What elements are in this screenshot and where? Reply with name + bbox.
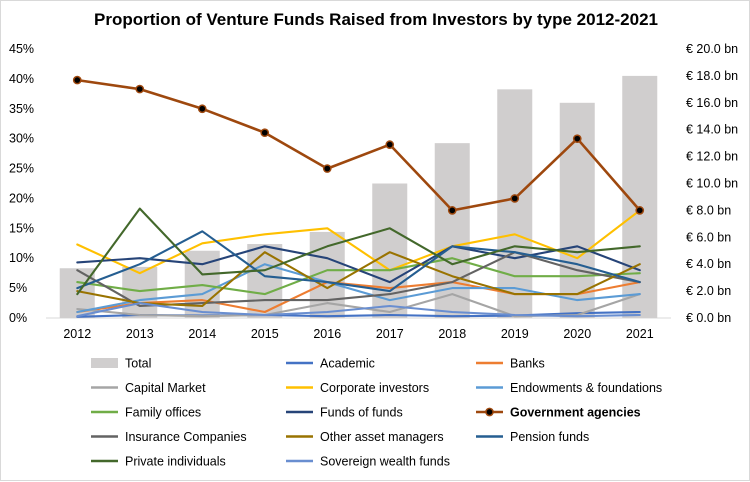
marker-government-agencies <box>635 206 645 215</box>
marker-government-agencies <box>322 164 332 173</box>
chart-title: Proportion of Venture Funds Raised from … <box>94 10 658 29</box>
legend: Total Academic Banks Capital Market Corporat… <box>91 357 662 469</box>
line-private-individuals <box>76 207 641 296</box>
legend-label-government-agencies: Government agencies <box>510 406 641 420</box>
legend-label-insurance-companies: Insurance Companies <box>125 430 247 444</box>
legend-label-private-individuals: Private individuals <box>125 455 226 469</box>
x-tick-label: 2016 <box>313 327 341 341</box>
x-tick-label: 2015 <box>251 327 279 341</box>
y-right-tick-label: € 2.0 bn <box>686 284 731 298</box>
y-right-tick-label: € 6.0 bn <box>686 230 731 244</box>
line-corporate-investors <box>76 209 641 275</box>
y-left-tick-label: 30% <box>9 132 34 146</box>
bars-total <box>59 75 658 319</box>
y-right-tick-label: € 0.0 bn <box>686 311 731 325</box>
x-tick-label: 2013 <box>126 327 154 341</box>
legend-swatch-total <box>91 358 118 368</box>
y-left-tick-label: 5% <box>9 281 27 295</box>
line-sovereign-wealth-funds <box>76 302 641 318</box>
marker-government-agencies <box>510 194 520 203</box>
x-tick-label: 2018 <box>438 327 466 341</box>
legend-marker-government-agencies <box>485 407 494 417</box>
y-left-tick-label: 35% <box>9 102 34 116</box>
y-left-tick-label: 40% <box>9 72 34 86</box>
x-tick-label: 2020 <box>563 327 591 341</box>
marker-government-agencies <box>260 128 270 138</box>
marker-government-agencies <box>197 104 207 114</box>
axes: 0% 5% 10% 15% 20% 25% 30% 35% 40% 45% € 0.0 bn € 2.… <box>9 42 738 341</box>
bar-total <box>434 143 470 318</box>
y-right-tick-label: € 4.0 bn <box>686 257 731 271</box>
marker-government-agencies <box>447 206 457 215</box>
legend-label-total: Total <box>125 357 151 371</box>
x-tick-label: 2019 <box>501 327 529 341</box>
line-other-asset-managers <box>76 251 641 308</box>
marker-government-agencies <box>72 75 82 85</box>
y-left-tick-label: 20% <box>9 191 34 205</box>
y-right-tick-label: € 10.0 bn <box>686 177 738 191</box>
bar-total <box>497 89 533 318</box>
y-right-tick-label: € 14.0 bn <box>686 123 738 137</box>
y-right-tick-label: € 12.0 bn <box>686 150 738 164</box>
legend-label-funds-of-funds: Funds of funds <box>320 406 403 420</box>
y-left-tick-label: 15% <box>9 221 34 235</box>
line-pension-funds <box>76 230 641 293</box>
legend-label-endowments-and-foundations: Endowments & foundations <box>510 381 662 395</box>
legend-label-academic: Academic <box>320 357 375 371</box>
line-government-agencies <box>76 78 642 212</box>
y-right-tick-label: € 16.0 bn <box>686 96 738 110</box>
legend-label-pension-funds: Pension funds <box>510 430 589 444</box>
y-left-tick-label: 10% <box>9 251 34 265</box>
legend-label-corporate-investors: Corporate investors <box>320 381 429 395</box>
y-left-tick-label: 0% <box>9 311 27 325</box>
legend-label-other-asset-managers: Other asset managers <box>320 430 444 444</box>
marker-government-agencies <box>572 134 582 144</box>
y-left-tick-label: 25% <box>9 162 34 176</box>
x-tick-label: 2012 <box>63 327 91 341</box>
marker-government-agencies <box>385 140 395 149</box>
series-lines <box>72 75 645 318</box>
legend-label-family-offices: Family offices <box>125 406 201 420</box>
x-tick-label: 2014 <box>188 327 216 341</box>
y-right-tick-label: € 20.0 bn <box>686 42 738 56</box>
legend-label-sovereign-wealth-funds: Sovereign wealth funds <box>320 455 450 469</box>
y-right-tick-label: € 8.0 bn <box>686 203 731 217</box>
legend-label-banks: Banks <box>510 357 545 371</box>
bar-total <box>122 266 158 318</box>
x-tick-label: 2017 <box>376 327 404 341</box>
y-left-tick-label: 45% <box>9 42 34 56</box>
marker-government-agencies <box>135 84 145 94</box>
legend-label-capital-market: Capital Market <box>125 381 206 395</box>
y-right-tick-label: € 18.0 bn <box>686 69 738 83</box>
x-tick-label: 2021 <box>626 327 654 341</box>
